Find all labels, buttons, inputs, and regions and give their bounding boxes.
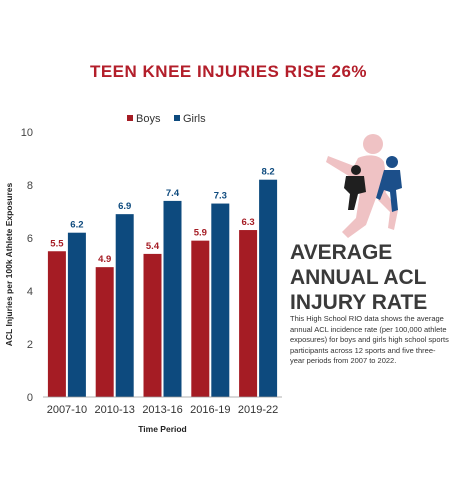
bar-boys	[239, 230, 258, 397]
x-tick-label: 2010-13	[95, 404, 135, 416]
data-label: 6.9	[118, 201, 131, 212]
bar-girls	[211, 203, 230, 397]
bar-boys	[47, 251, 66, 397]
legend-label: Boys	[136, 113, 161, 125]
bar-girls	[67, 232, 86, 397]
headline: TEEN KNEE INJURIES RISE 26%	[89, 62, 368, 81]
legend-label: Girls	[183, 113, 206, 125]
legend: Boys Girls	[127, 113, 206, 125]
y-tick-label: 0	[27, 392, 33, 404]
bar-boys	[95, 267, 114, 397]
y-tick-label: 4	[27, 286, 33, 298]
x-tick-label: 2016-19	[190, 404, 230, 416]
side-panel-description: This High School RIO data shows the aver…	[290, 314, 449, 365]
bar-boys	[191, 240, 210, 397]
y-tick-label: 8	[27, 180, 33, 192]
y-axis-title: ACL Injuries per 100k Athlete Exposures	[4, 183, 14, 347]
bar-boys	[143, 253, 162, 397]
data-label: 4.9	[98, 254, 111, 265]
data-label: 7.4	[166, 188, 180, 199]
data-label: 8.2	[261, 167, 274, 178]
bar-girls	[115, 214, 134, 397]
legend-swatch	[127, 115, 133, 121]
x-tick-label: 2007-10	[47, 404, 87, 416]
bar-girls	[163, 200, 182, 397]
x-axis-categories: 2007-10 2010-13 2013-16 2016-19 2019-22	[47, 404, 279, 416]
x-axis-title: Time Period	[138, 424, 187, 434]
data-label: 5.4	[146, 241, 160, 252]
bars: 5.5 6.2 4.9 6.9 5.4 7.4 5.9 7.3 6.3 8.2	[47, 167, 278, 397]
side-title-line: INJURY RATE	[290, 291, 428, 314]
data-label: 5.5	[50, 238, 64, 249]
y-tick-label: 6	[27, 233, 33, 245]
x-tick-label: 2013-16	[142, 404, 182, 416]
side-title-line: AVERAGE	[290, 241, 393, 264]
side-title-line: ANNUAL ACL	[290, 266, 427, 289]
data-label: 7.3	[214, 191, 227, 202]
bar-girls	[259, 179, 278, 397]
legend-swatch	[174, 115, 180, 121]
data-label: 6.2	[70, 220, 83, 231]
y-axis-ticks: 0 2 4 6 8 10	[21, 127, 33, 404]
side-panel-title: AVERAGE ANNUAL ACL INJURY RATE	[290, 240, 455, 315]
y-tick-label: 10	[21, 127, 33, 139]
y-tick-label: 2	[27, 339, 33, 351]
data-label: 6.3	[241, 217, 254, 228]
data-label: 5.9	[194, 228, 207, 239]
athletes-illustration-icon	[326, 134, 402, 238]
x-tick-label: 2019-22	[238, 404, 278, 416]
